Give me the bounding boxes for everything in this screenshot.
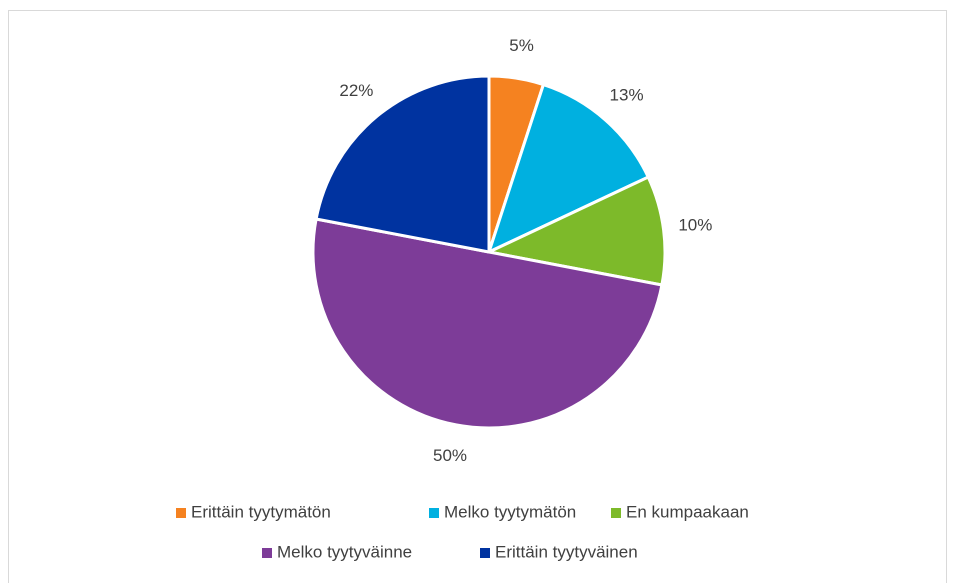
legend-label: Melko tyytyväinne <box>277 542 412 561</box>
legend-label: Erittäin tyytyväinen <box>495 542 638 561</box>
data-label: 22% <box>339 81 373 100</box>
pie-slice <box>487 83 650 254</box>
legend-marker <box>480 548 490 558</box>
legend-marker <box>176 508 186 518</box>
pie-slice <box>487 175 667 287</box>
legend-label: En kumpaakaan <box>626 502 749 521</box>
legend-label: Melko tyytymätön <box>444 502 576 521</box>
legend-marker <box>262 548 272 558</box>
data-label: 50% <box>433 446 467 465</box>
pie-slice <box>314 74 491 254</box>
data-label: 13% <box>610 85 644 104</box>
legend-marker <box>611 508 621 518</box>
legend-label: Erittäin tyytymätön <box>191 502 331 521</box>
data-label: 10% <box>678 215 712 234</box>
data-label: 5% <box>509 36 534 55</box>
pie-slice <box>311 217 664 430</box>
legend-marker <box>429 508 439 518</box>
